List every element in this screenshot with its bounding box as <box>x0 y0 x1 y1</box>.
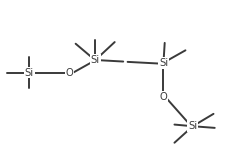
Text: O: O <box>160 92 167 101</box>
Text: Si: Si <box>188 121 197 131</box>
Text: Si: Si <box>159 58 168 68</box>
Text: Si: Si <box>91 55 100 65</box>
Text: Si: Si <box>25 68 34 78</box>
Text: O: O <box>66 68 73 78</box>
